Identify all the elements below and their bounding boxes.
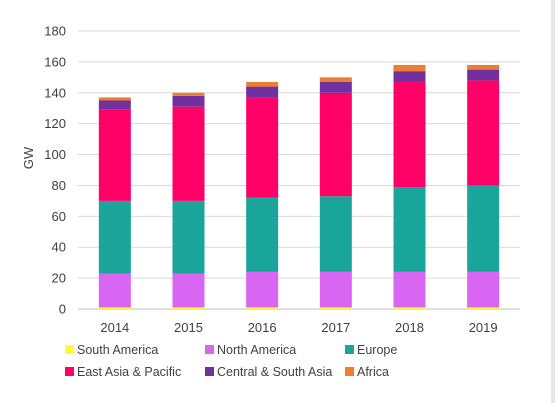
bar-segment <box>393 81 426 187</box>
bar-segment <box>467 80 500 186</box>
y-tick-label: 40 <box>52 240 66 255</box>
legend-item: Central & South Asia <box>205 365 332 379</box>
bar-segment <box>393 71 426 82</box>
legend-item: North America <box>205 343 296 357</box>
x-tick-labels: 2014 2015 2016 2017 2018 2019 <box>100 320 497 335</box>
x-tick-label: 2014 <box>100 320 129 335</box>
x-tick-label: 2018 <box>395 320 424 335</box>
legend-label: North America <box>217 343 296 357</box>
bar-segment <box>98 273 131 308</box>
bar-segment <box>172 273 205 308</box>
bar-segment <box>172 307 205 309</box>
x-tick-label: 2019 <box>469 320 498 335</box>
bar-segment <box>319 92 352 197</box>
x-tick-label: 2017 <box>321 320 350 335</box>
bar-segment <box>319 307 352 309</box>
bar-segment <box>172 106 205 201</box>
x-tick-label: 2016 <box>248 320 277 335</box>
bar-segment <box>98 200 131 274</box>
y-tick-label: 160 <box>44 54 66 69</box>
legend-label: Europe <box>357 343 397 357</box>
bar-segment <box>172 95 205 107</box>
bar-segment <box>98 109 131 201</box>
y-tick-label: 60 <box>52 209 66 224</box>
legend-label: Central & South Asia <box>217 365 332 379</box>
legend-item: Africa <box>345 365 389 379</box>
bar-segment <box>172 200 205 274</box>
y-tick-label: 140 <box>44 85 66 100</box>
bar-segment <box>467 64 500 70</box>
legend-label: South America <box>77 343 158 357</box>
y-tick-label: 0 <box>59 302 66 317</box>
x-tick-label: 2015 <box>174 320 203 335</box>
bar-segment <box>98 307 131 309</box>
bar-segment <box>393 307 426 309</box>
bar-segment <box>246 307 279 309</box>
frame-edge <box>551 0 555 403</box>
bar-segment <box>319 271 352 308</box>
bar-segment <box>246 86 279 98</box>
bar-segment <box>172 92 205 96</box>
y-tick-label: 120 <box>44 116 66 131</box>
legend-swatch <box>205 345 214 354</box>
legend-swatch <box>205 367 214 376</box>
bar-segment <box>246 81 279 87</box>
bars <box>98 64 500 309</box>
bar-segment <box>467 185 500 272</box>
y-tick-label: 180 <box>44 24 66 39</box>
y-tick-label: 20 <box>52 271 66 286</box>
bar-segment <box>393 64 426 72</box>
y-axis-title: GW <box>21 146 36 169</box>
y-tick-labels: 0 20 40 60 80 100 120 140 160 180 <box>44 24 66 317</box>
bar-segment <box>319 77 352 82</box>
bar-segment <box>467 271 500 308</box>
legend-swatch <box>345 345 354 354</box>
y-tick-label: 100 <box>44 147 66 162</box>
legend-swatch <box>65 345 74 354</box>
bar-segment <box>393 271 426 308</box>
bar-segment <box>319 196 352 272</box>
bar-segment <box>393 186 426 272</box>
bar-segment <box>98 100 131 110</box>
legend-label: East Asia & Pacific <box>77 365 181 379</box>
bar-segment <box>319 81 352 93</box>
bar-segment <box>467 69 500 81</box>
bar-segment <box>246 197 279 272</box>
bar-segment <box>98 97 131 101</box>
legend-label: Africa <box>357 365 389 379</box>
y-tick-label: 80 <box>52 178 66 193</box>
legend-item: South America <box>65 343 158 357</box>
bar-segment <box>246 97 279 198</box>
legend: South America North America Europe East Asi… <box>65 343 397 379</box>
bar-segment <box>467 307 500 309</box>
legend-item: Europe <box>345 343 397 357</box>
legend-item: East Asia & Pacific <box>65 365 181 379</box>
legend-swatch <box>345 367 354 376</box>
legend-swatch <box>65 367 74 376</box>
bar-segment <box>246 271 279 308</box>
gridlines <box>78 30 520 310</box>
